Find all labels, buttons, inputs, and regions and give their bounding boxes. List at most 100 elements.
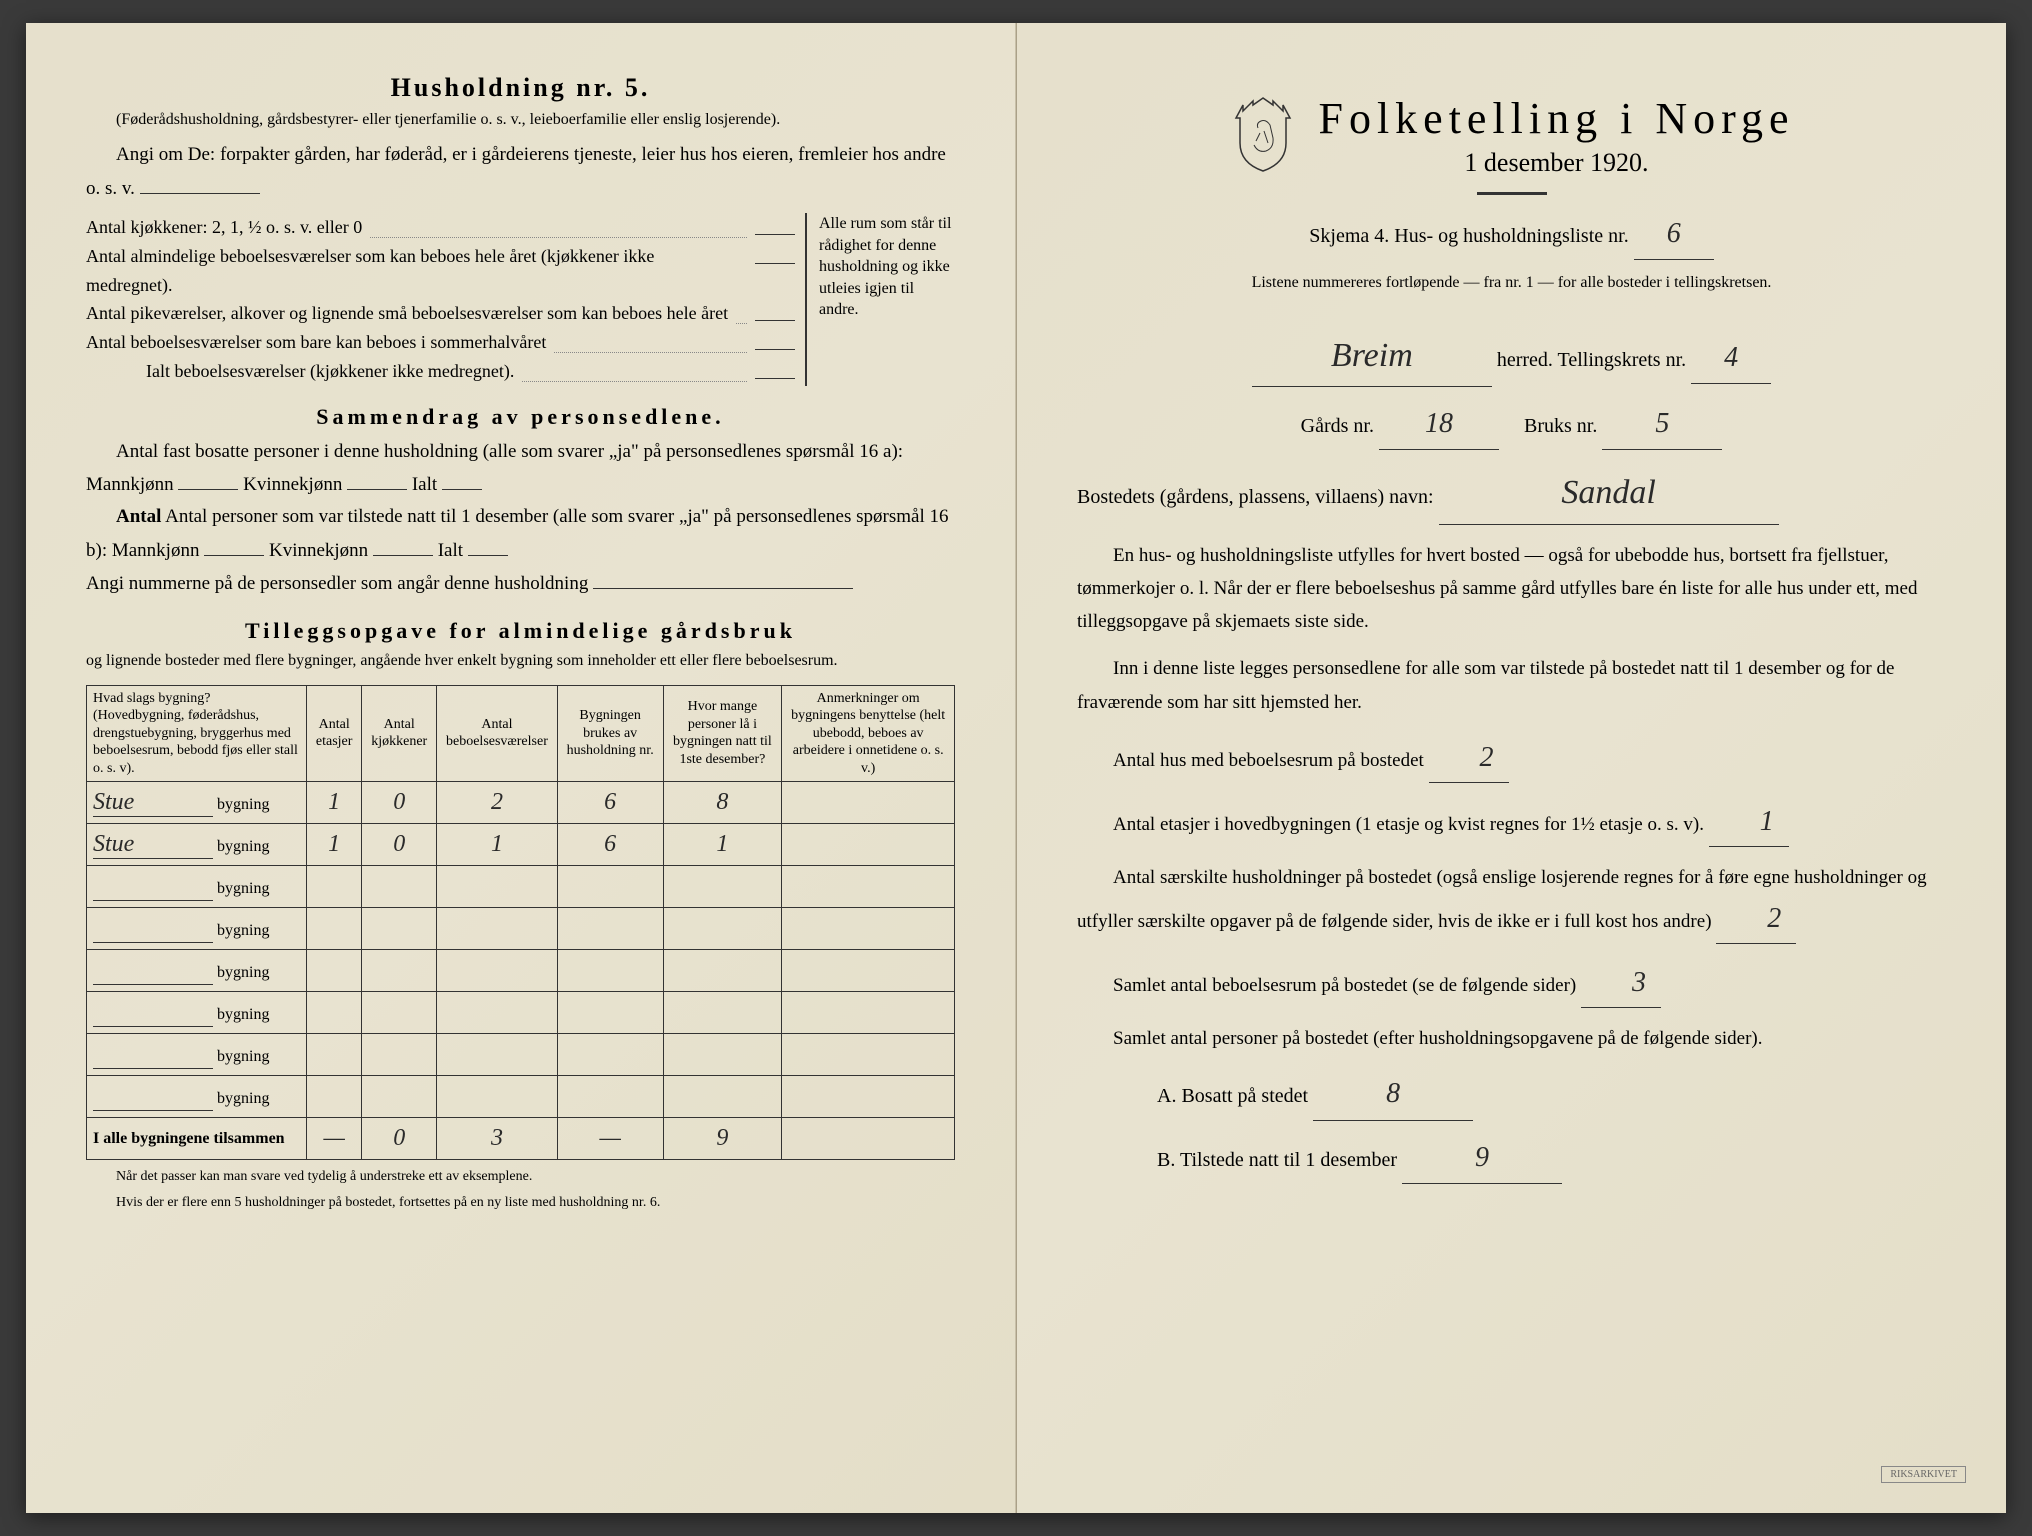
kitchens-label: Antal kjøkkener: 2, 1, ½ o. s. v. eller … [86,213,362,242]
row-name-cell: bygning [87,866,307,908]
gards-line: Gårds nr. 18 Bruks nr. 5 [1077,399,1946,450]
row-anm [782,950,955,992]
sp1b: Kvinnekjønn [243,474,342,495]
row-vaerelser: 2 [437,782,558,824]
tot-etasjer: — [307,1118,362,1160]
blank [468,534,508,556]
bosted-line: Bostedets (gårdens, plassens, villaens) … [1077,462,1946,524]
row-hushold [557,1034,663,1076]
row-anm [782,908,955,950]
title-text: Folketelling i Norge 1 desember 1920. [1318,93,1794,178]
row-etasjer [307,1034,362,1076]
blank [593,567,853,589]
tot-anm [782,1118,955,1160]
blank [178,468,238,490]
th-c5: Bygningen brukes av husholdning nr. [557,685,663,782]
norway-crest-icon [1228,93,1298,173]
angi-line: Angi om De: forpakter gården, har føderå… [86,139,955,205]
sp3: Angi nummerne på de personsedler som ang… [86,573,588,594]
row-name-cell: bygning [87,1076,307,1118]
row-hushold: 6 [557,782,663,824]
row-etasjer: 1 [307,782,362,824]
q4-label: Samlet antal beboelsesrum på bostedet (s… [1113,975,1576,996]
row-kjokkener [362,866,437,908]
table-row: bygning [87,992,955,1034]
row-kjokkener [362,950,437,992]
gards-nr: 18 [1379,399,1499,450]
household-heading: Husholdning nr. 5. [86,73,955,103]
table-foot: I alle bygningene tilsammen — 0 3 — 9 [87,1118,955,1160]
gards-label: Gårds nr. [1301,415,1374,437]
blank [755,299,795,321]
kitchens-row: Antal kjøkkener: 2, 1, ½ o. s. v. eller … [86,213,795,242]
qA: A. Bosatt på stedet 8 [1077,1069,1946,1120]
para2: Inn i denne liste legges personsedlene f… [1077,652,1946,719]
blank [755,357,795,379]
q4: Samlet antal beboelsesrum på bostedet (s… [1077,958,1946,1008]
row-etasjer [307,992,362,1034]
total-label: I alle bygningene tilsammen [87,1118,307,1160]
rooms-total: Ialt beboelsesværelser (kjøkkener ikke m… [86,357,795,386]
bosted-label: Bostedets (gårdens, plassens, villaens) … [1077,486,1434,508]
row-personer [663,908,782,950]
q2-label: Antal etasjer i hovedbygningen (1 etasje… [1113,814,1704,835]
herred-value: Breim [1252,325,1492,387]
row-hushold [557,866,663,908]
table-row: Stue bygning10268 [87,782,955,824]
row-name-cell: bygning [87,950,307,992]
row-name-cell: Stue bygning [87,782,307,824]
th-c7: Anmerkninger om bygningens benyttelse (h… [782,685,955,782]
row-vaerelser [437,1076,558,1118]
row-kjokkener [362,908,437,950]
r2-label: Antal pikeværelser, alkover og lignende … [86,299,728,328]
row-personer [663,1034,782,1076]
angi-blank [140,172,260,194]
row-personer: 8 [663,782,782,824]
th-c1: Hvad slags bygning? (Hovedbygning, føder… [87,685,307,782]
summary-p1: Antal fast bosatte personer i denne hush… [86,436,955,502]
rooms-r3: Antal beboelsesværelser som bare kan beb… [86,328,795,357]
th-c3: Antal kjøkkener [362,685,437,782]
table-row: bygning [87,908,955,950]
qB-label: B. Tilstede natt til 1 desember [1157,1149,1397,1171]
blank [755,328,795,350]
para1: En hus- og husholdningsliste utfylles fo… [1077,539,1946,639]
tot-vaerelser: 3 [437,1118,558,1160]
row-vaerelser [437,1034,558,1076]
table-row: bygning [87,866,955,908]
row-anm [782,1076,955,1118]
table-row: Stue bygning10161 [87,824,955,866]
rooms-left: Antal kjøkkener: 2, 1, ½ o. s. v. eller … [86,213,795,386]
th-c2: Antal etasjer [307,685,362,782]
summary-p2: Antal Antal personer som var tilstede na… [86,501,955,567]
row-anm [782,782,955,824]
list-note: Listene nummereres fortløpende — fra nr.… [1077,272,1946,294]
supplement-sub: og lignende bosteder med flere bygninger… [86,650,955,672]
row-anm [782,866,955,908]
q1-label: Antal hus med beboelsesrum på bostedet [1113,750,1424,771]
table-row: bygning [87,1034,955,1076]
dots [554,328,747,353]
archive-stamp: RIKSARKIVET [1881,1466,1966,1483]
tot-kjokkener: 0 [362,1118,437,1160]
qB: B. Tilstede natt til 1 desember 9 [1077,1133,1946,1184]
row-vaerelser [437,866,558,908]
schema-nr: 6 [1634,209,1714,260]
footnote2: Hvis der er flere enn 5 husholdninger på… [86,1194,955,1212]
q2: Antal etasjer i hovedbygningen (1 etasje… [1077,797,1946,847]
herred-line: Breim herred. Tellingskrets nr. 4 [1077,325,1946,387]
sp2c: Ialt [438,540,463,561]
right-page: Folketelling i Norge 1 desember 1920. Sk… [1016,23,2006,1513]
qA-label: A. Bosatt på stedet [1157,1085,1308,1107]
table-row: bygning [87,1076,955,1118]
th-c6: Hvor mange personer lå i bygningen natt … [663,685,782,782]
rooms-section: Antal kjøkkener: 2, 1, ½ o. s. v. eller … [86,213,955,386]
qB-val: 9 [1402,1133,1562,1184]
row-hushold [557,992,663,1034]
building-table: Hvad slags bygning? (Hovedbygning, føder… [86,685,955,1161]
row-personer [663,950,782,992]
q3: Antal særskilte husholdninger på bostede… [1077,861,1946,944]
summary-p3: Angi nummerne på de personsedler som ang… [86,567,955,600]
schema-line: Skjema 4. Hus- og husholdningsliste nr. … [1077,209,1946,260]
q4-val: 3 [1581,958,1661,1008]
